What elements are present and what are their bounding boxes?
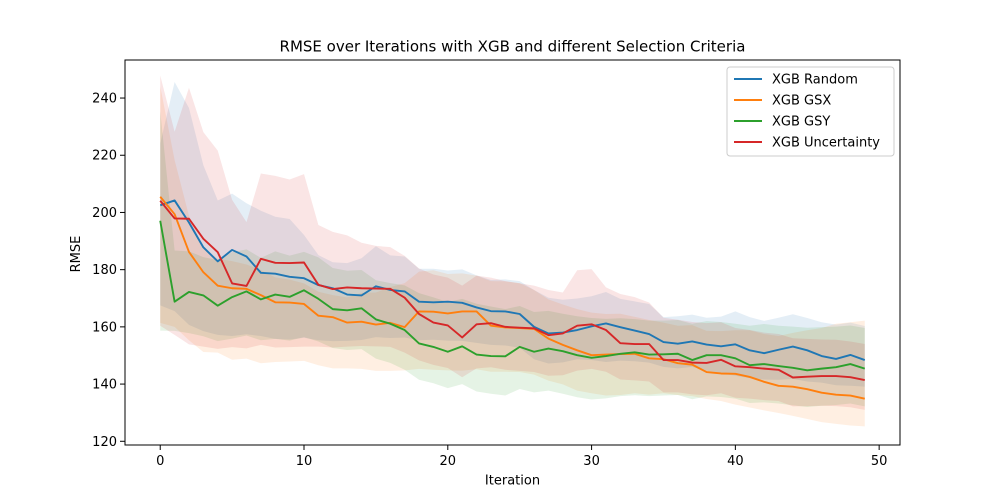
chart-title: RMSE over Iterations with XGB and differ… xyxy=(280,38,746,56)
legend-label-0: XGB Random xyxy=(772,73,858,88)
series-line-2 xyxy=(159,220,866,372)
axes: 0 10 20 30 40 50 120 140 160 180 200 220 240 xyxy=(92,59,901,469)
legend: XGB Random XGB GSX XGB GSY XGB Uncertainty xyxy=(726,66,895,157)
series-band-2 xyxy=(160,111,865,407)
y-tick-label: 200 xyxy=(92,206,117,221)
legend-box xyxy=(726,66,895,157)
series-band-3 xyxy=(160,75,865,410)
x-axis-label: Iteration xyxy=(485,474,540,489)
y-axis-label: RMSE xyxy=(69,236,84,273)
legend-label-3: XGB Uncertainty xyxy=(772,136,880,151)
y-tick-label: 140 xyxy=(92,378,117,393)
x-tick-label: 30 xyxy=(583,454,600,469)
y-tick-label: 220 xyxy=(92,149,117,164)
y-tick-label: 120 xyxy=(92,435,117,450)
y-tick-label: 240 xyxy=(92,92,117,107)
x-tick-label: 40 xyxy=(727,454,744,469)
series-line-0 xyxy=(159,199,866,361)
series-lines xyxy=(159,196,866,400)
series-line-3 xyxy=(159,200,865,382)
y-tick-label: 160 xyxy=(92,320,117,335)
legend-label-1: XGB GSX xyxy=(772,94,831,109)
x-tick-label: 0 xyxy=(156,454,164,469)
x-tick-label: 10 xyxy=(296,454,313,469)
legend-label-2: XGB GSY xyxy=(772,115,830,130)
plot-frame xyxy=(124,59,901,446)
y-tick-label: 180 xyxy=(92,263,117,278)
series-band-0 xyxy=(160,82,865,387)
x-tick-label: 20 xyxy=(440,454,457,469)
x-tick-label: 50 xyxy=(871,454,888,469)
